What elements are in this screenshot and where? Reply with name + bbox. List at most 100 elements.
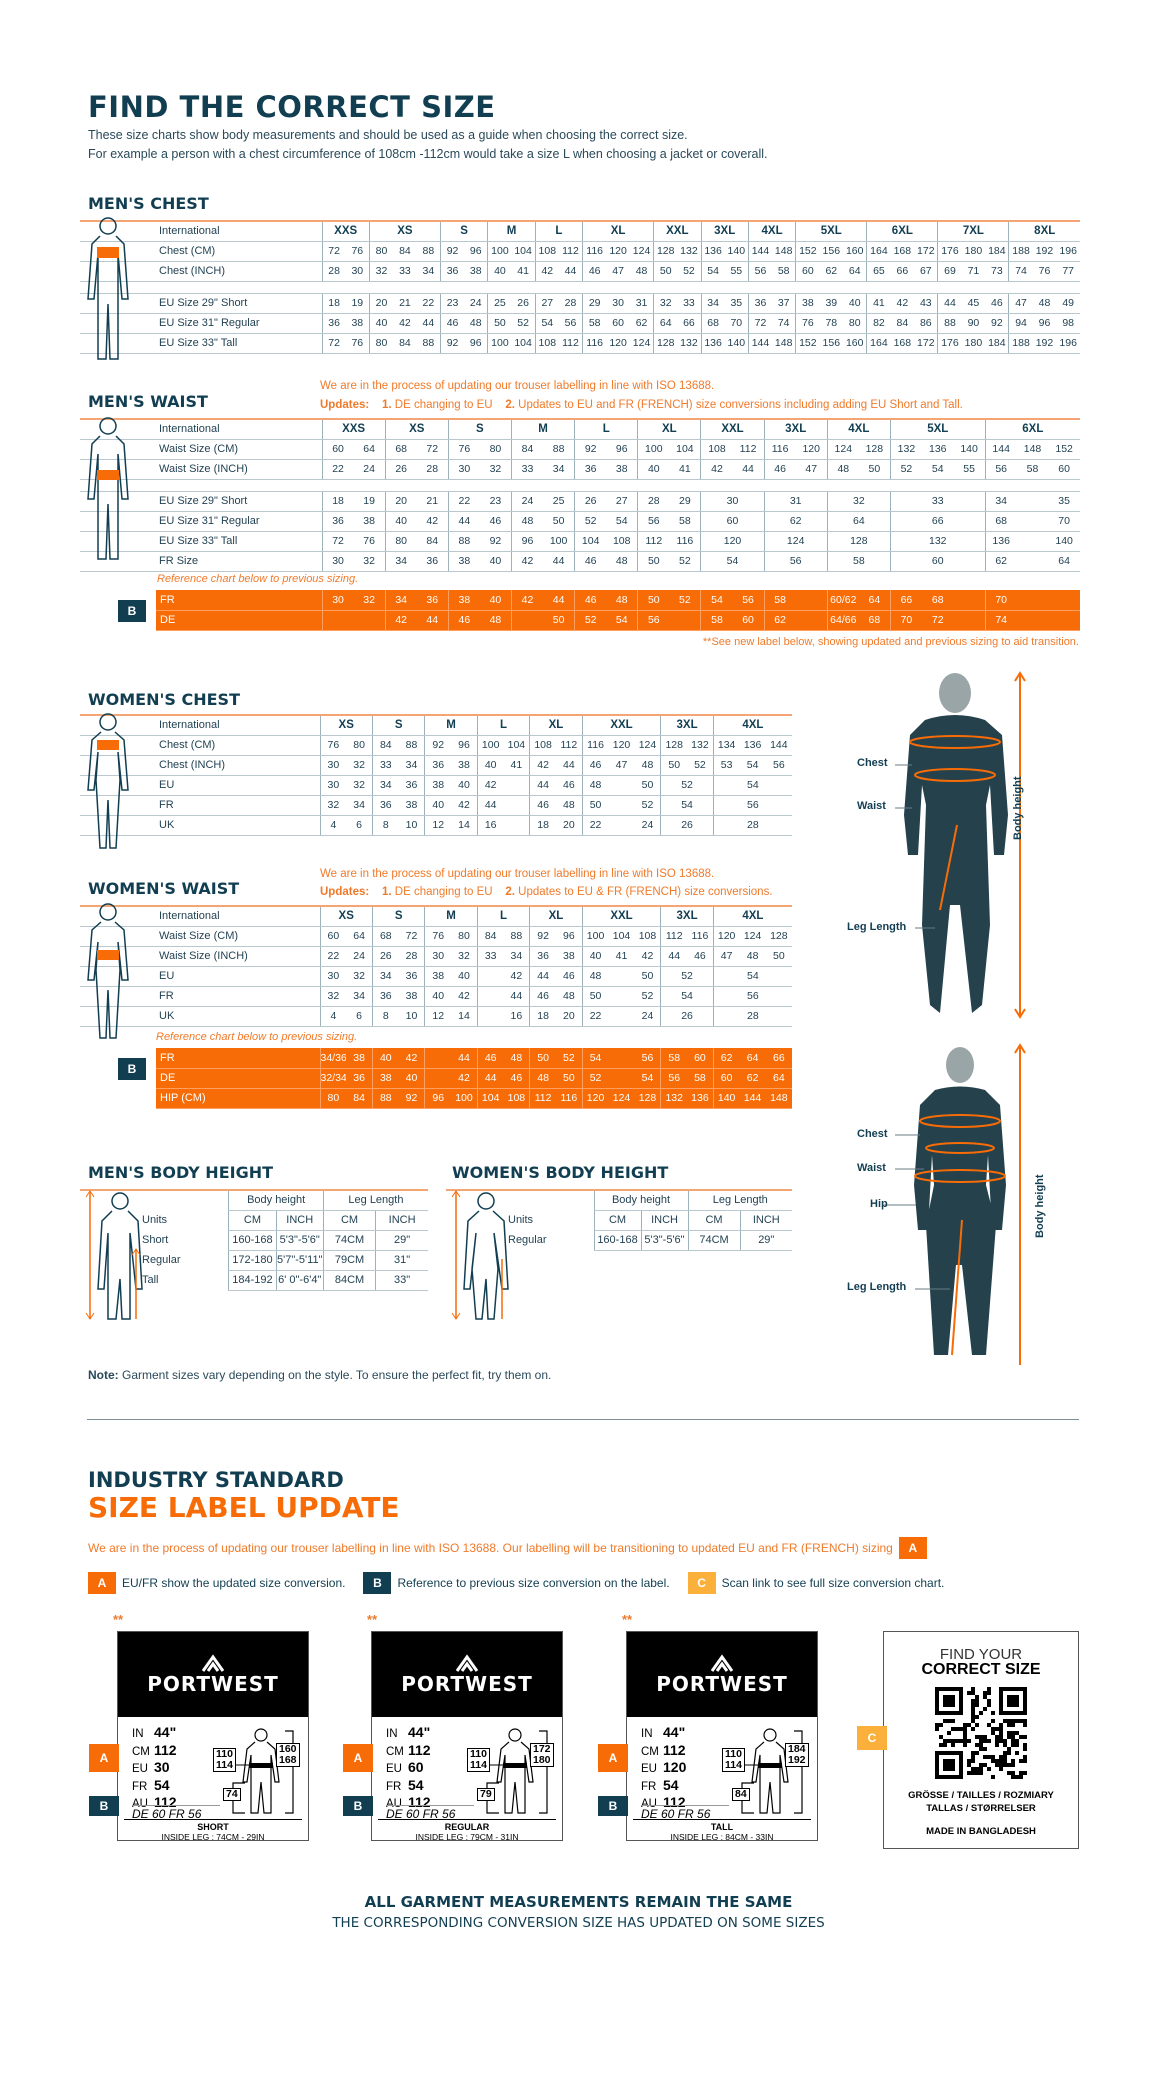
leg-box: 84 <box>732 1788 750 1801</box>
man-leg-label: Leg Length <box>847 921 907 933</box>
units-label: Units <box>508 1214 534 1226</box>
cell: 82 <box>866 313 891 334</box>
cell: 30 <box>424 946 452 967</box>
group-header-row: Body height Leg Length <box>446 1190 793 1211</box>
cell: 72 <box>321 241 346 262</box>
cell: 56 <box>763 551 828 572</box>
header-label: International <box>80 715 320 736</box>
cell: 37 <box>772 293 796 314</box>
cell: 31 <box>763 491 828 512</box>
cell: 84 <box>393 333 417 354</box>
size-value: 120 <box>663 1759 687 1775</box>
cell: 66 <box>890 261 915 282</box>
size-label: 8XL <box>1008 221 1080 242</box>
cell: 76 <box>795 313 820 334</box>
footer-line-1: ALL GARMENT MEASUREMENTS REMAIN THE SAME <box>364 1893 793 1911</box>
cell: 104 <box>574 531 607 552</box>
cell: 84CM <box>322 1270 376 1291</box>
cell: 132 <box>660 1088 688 1109</box>
cell: 52 <box>660 966 714 987</box>
unit: INCH <box>275 1210 324 1231</box>
cell: 20 <box>555 1006 583 1027</box>
cell: 58 <box>700 610 733 631</box>
row-label: EU <box>80 775 320 796</box>
label-size-row: FR 54 <box>641 1777 686 1796</box>
cell <box>476 966 504 987</box>
cell: 24 <box>634 815 661 836</box>
cell: 100 <box>543 531 575 552</box>
cell: 32 <box>346 966 373 987</box>
cell: 68 <box>384 439 417 460</box>
cell: 52 <box>634 986 661 1007</box>
leg-box: 79 <box>477 1788 495 1801</box>
cell: 48 <box>479 610 512 631</box>
badge-c: C <box>857 1726 887 1750</box>
row-label: FR Size <box>80 551 322 572</box>
cell: 176 <box>937 333 962 354</box>
cell <box>953 590 986 611</box>
cell: 72 <box>416 439 449 460</box>
cell: 24 <box>346 946 373 967</box>
cell: 54 <box>534 313 559 334</box>
cell: 5'7"-5'11" <box>275 1250 324 1271</box>
table-row: Chest (CM) 72 76 80 84 88 92 96 100 104 108 112 116 1… <box>80 241 1080 262</box>
cell: 52 <box>669 590 701 611</box>
cell: 33 <box>476 946 504 967</box>
table-row: Chest (CM) 76 80 84 88 92 96 100 104 108 112 116 120… <box>80 735 792 756</box>
badge-a: A <box>89 1744 119 1772</box>
updates-label: Updates: <box>320 399 370 411</box>
cell: 100 <box>487 333 512 354</box>
row-label: EU Size 33" Tall <box>80 333 322 354</box>
cell: 124 <box>629 241 654 262</box>
industry-standard-title: INDUSTRY STANDARD <box>88 1468 344 1492</box>
size-label: XXL <box>581 715 661 736</box>
cell: 26 <box>511 293 536 314</box>
qr-code-icon[interactable] <box>935 1687 1027 1779</box>
height-box: 172 180 <box>530 1743 554 1767</box>
cell: 48 <box>826 459 859 480</box>
unit: INCH <box>739 1210 793 1231</box>
cell: 28 <box>416 459 449 480</box>
cell: 54 <box>700 261 725 282</box>
women-waist-title: WOMEN'S WAIST <box>88 879 240 898</box>
cell: 44 <box>558 261 583 282</box>
cell: 80 <box>384 531 417 552</box>
update-text: Updates to EU and FR (FRENCH) size conve… <box>518 399 963 411</box>
cell: 160-168 <box>593 1230 641 1251</box>
cell: 128 <box>660 735 688 756</box>
cell: 14 <box>451 1006 478 1027</box>
cell: 74 <box>772 313 796 334</box>
cell: 96 <box>510 531 544 552</box>
cell: 58 <box>582 313 607 334</box>
cell: 60 <box>687 1048 714 1069</box>
size-label: 3XL <box>660 715 714 736</box>
cell: 64 <box>826 511 891 532</box>
waist-max: 114 <box>216 1759 233 1771</box>
table-row: FR 30 32 34 36 38 40 42 44 46 48 50 52 54 56 58 60/62 64 6… <box>156 590 1080 611</box>
cell: 38 <box>371 1068 399 1089</box>
cell: 64 <box>346 926 373 947</box>
cell: 73 <box>985 261 1009 282</box>
cell: 120 <box>712 926 740 947</box>
table-row: EU 30 32 34 36 38 40 42 44 46 48 50 52 54 <box>80 966 792 987</box>
unit: INCH <box>640 1210 689 1231</box>
cell: 32 <box>319 795 347 816</box>
cell: 34 <box>371 775 399 796</box>
cell: 46 <box>687 946 714 967</box>
cell: 79CM <box>322 1250 376 1271</box>
cell: 46 <box>439 313 465 334</box>
waist-min: 110 <box>216 1748 233 1760</box>
cell: 46 <box>503 1068 530 1089</box>
cell: 38 <box>447 551 480 572</box>
cell: 65 <box>866 261 891 282</box>
man-chest-label: Chest <box>857 757 888 769</box>
row-label: Chest (CM) <box>80 241 322 262</box>
qr-line-2: CORRECT SIZE <box>921 1661 1041 1678</box>
cell: 41 <box>669 459 701 480</box>
cell: 50 <box>543 610 575 631</box>
cell: 40 <box>398 1068 425 1089</box>
man-height-label: Body height <box>1012 776 1024 840</box>
qr-card: FIND YOUR CORRECT SIZE GRÖSSE / TAILLES … <box>883 1631 1079 1849</box>
size-label: 3XL <box>660 906 714 927</box>
cell: 50 <box>581 986 609 1007</box>
